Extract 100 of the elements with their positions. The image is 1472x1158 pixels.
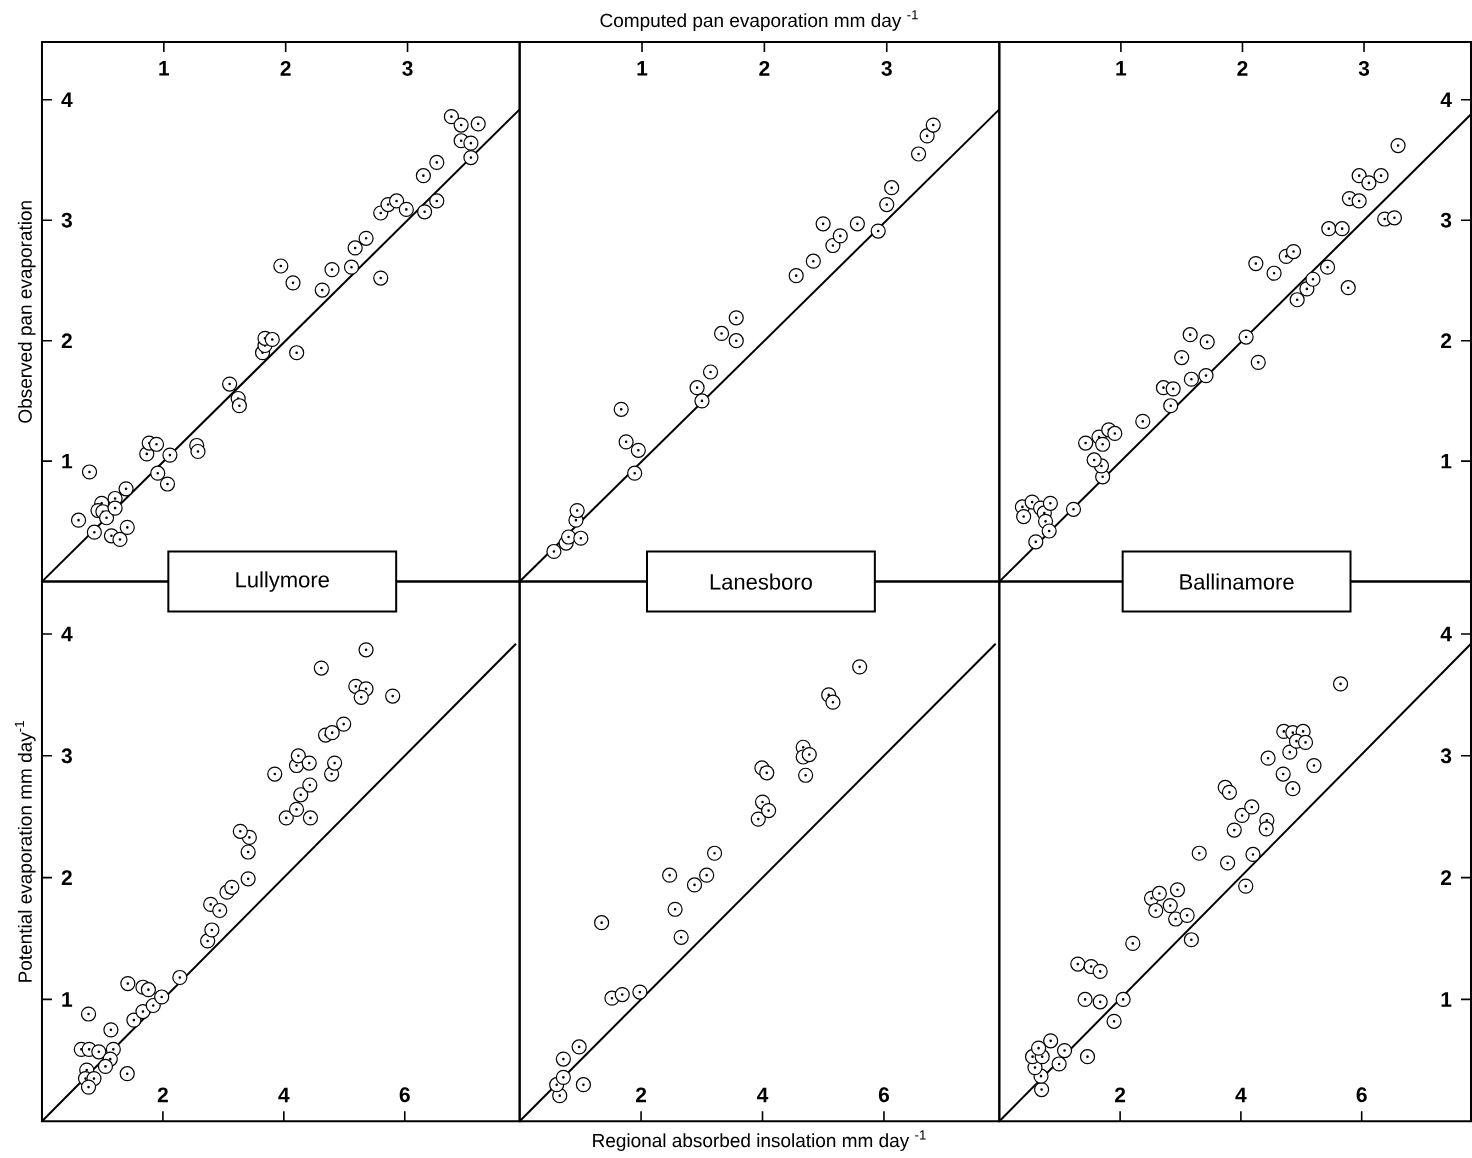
point <box>1386 210 1403 226</box>
x-tick-label: 6 <box>399 1087 410 1103</box>
point <box>1289 292 1305 308</box>
point <box>112 531 128 548</box>
point <box>1351 168 1367 184</box>
point <box>1179 907 1195 924</box>
point <box>1220 855 1236 871</box>
x-tick-label: 3 <box>881 61 892 77</box>
point <box>1163 398 1179 414</box>
point <box>1321 221 1337 237</box>
x-tick-label: 2 <box>280 61 291 76</box>
point <box>86 524 102 540</box>
point <box>713 326 730 342</box>
point <box>1125 935 1141 952</box>
point <box>1198 368 1214 384</box>
point <box>1332 676 1349 692</box>
point <box>1034 1082 1050 1098</box>
y-tick-label: 4 <box>61 626 73 642</box>
point <box>706 845 723 861</box>
point <box>1174 350 1190 366</box>
point <box>1297 734 1314 751</box>
y-tick-label: 1 <box>1441 992 1452 1007</box>
point <box>1056 1043 1073 1059</box>
point <box>148 436 165 453</box>
point <box>805 253 821 269</box>
point <box>190 444 206 460</box>
y-tick-label: 2 <box>61 333 72 349</box>
point <box>1092 963 1108 980</box>
y-tick-label: 4 <box>61 92 73 108</box>
point <box>327 755 343 771</box>
point <box>662 867 678 883</box>
point <box>154 989 170 1005</box>
y-tick-label: 2 <box>1441 333 1452 349</box>
point <box>1183 371 1199 387</box>
point <box>1182 327 1198 343</box>
point <box>1390 138 1406 154</box>
point <box>313 660 329 676</box>
point <box>1079 1049 1096 1065</box>
point <box>385 688 401 704</box>
point <box>97 1058 114 1075</box>
point <box>614 987 630 1003</box>
point <box>119 1066 135 1082</box>
point <box>555 1069 571 1086</box>
point <box>1234 808 1250 824</box>
x-tick-label: 3 <box>402 61 413 77</box>
point <box>98 510 115 526</box>
point <box>1030 1040 1047 1056</box>
point <box>120 976 136 992</box>
point <box>358 230 374 247</box>
x-axis-title: Regional absorbed insolation mm day $^{-1}$ <box>593 1130 926 1152</box>
point <box>1095 436 1111 453</box>
point <box>81 464 98 480</box>
point <box>324 262 340 278</box>
x-tick-label: 2 <box>1237 61 1248 76</box>
x-tick-label: 2 <box>1115 1087 1126 1103</box>
point <box>689 380 705 396</box>
point <box>353 689 369 706</box>
x-tick-label: 6 <box>1356 1087 1367 1103</box>
point <box>140 982 156 998</box>
point <box>1135 413 1151 430</box>
point <box>1016 509 1032 525</box>
point <box>388 193 405 209</box>
point <box>293 787 309 803</box>
point <box>852 659 868 675</box>
point <box>1245 847 1261 863</box>
point <box>172 970 188 986</box>
point <box>324 725 340 741</box>
point <box>80 1006 97 1022</box>
point <box>145 998 161 1014</box>
x-axis-title: Computed pan evaporation mm day $^{-1}$ <box>600 10 918 32</box>
y-tick-label: 2 <box>61 870 72 886</box>
x-tick-label: 4 <box>757 1087 769 1103</box>
x-tick-label: 3 <box>1358 61 1370 77</box>
y-tick-label: 1 <box>62 454 73 469</box>
point <box>150 465 166 481</box>
point <box>546 544 562 560</box>
point <box>788 268 804 284</box>
point <box>801 747 817 763</box>
point <box>1106 1013 1122 1030</box>
y-tick-label: 3 <box>1440 212 1452 228</box>
point <box>699 867 715 883</box>
point <box>1043 1033 1059 1049</box>
point <box>288 801 305 818</box>
point <box>1115 991 1131 1008</box>
y-tick-label: 1 <box>62 992 73 1007</box>
point <box>555 1051 571 1067</box>
point <box>398 201 414 218</box>
point <box>119 519 135 536</box>
point <box>1151 885 1167 902</box>
point <box>232 823 248 840</box>
x-tick-label: 4 <box>278 1087 290 1103</box>
x-tick-label: 2 <box>759 61 770 76</box>
point <box>702 364 719 380</box>
point <box>343 259 360 275</box>
point <box>290 748 306 764</box>
point <box>1183 932 1199 948</box>
point <box>1107 425 1123 442</box>
point <box>80 1079 97 1095</box>
point <box>910 146 927 162</box>
point <box>561 529 577 545</box>
